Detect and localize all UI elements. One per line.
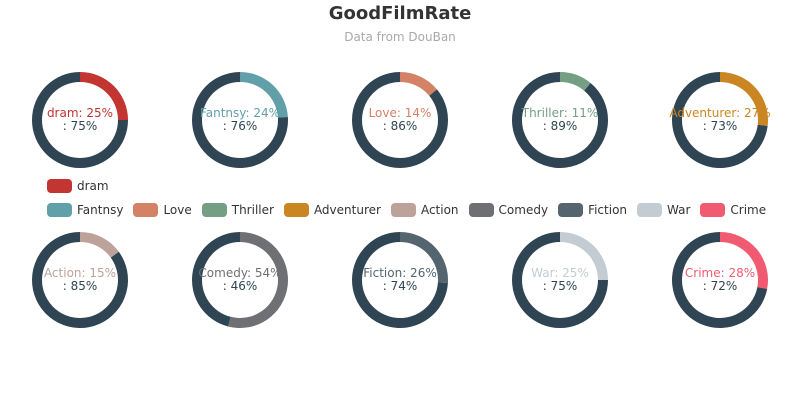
legend-label: Adventurer: [313, 203, 381, 217]
slice-comedy-remainder[interactable]: [191, 232, 240, 327]
slice-love[interactable]: [400, 72, 437, 96]
label-comedy-remainder: : 46%: [223, 279, 258, 293]
slice-adventurer[interactable]: [720, 72, 768, 127]
donut-love: Love: 14%: 86%: [352, 72, 448, 168]
label-action: Action: 15%: [44, 266, 116, 280]
legend-label: Thriller: [231, 203, 274, 217]
legend-item-dram[interactable]: dram: [47, 179, 109, 193]
label-crime-remainder: : 72%: [703, 279, 738, 293]
slice-action[interactable]: [80, 232, 119, 258]
legend-swatch: [201, 203, 227, 217]
slice-war[interactable]: [560, 232, 608, 280]
legend-item-adventurer[interactable]: Adventurer: [283, 203, 381, 217]
donut-dram: dram: 25%: 75%: [32, 72, 128, 168]
legend-label: Comedy: [498, 203, 549, 217]
label-thriller-remainder: : 89%: [543, 119, 578, 133]
legend-label: Action: [420, 203, 459, 217]
legend-label: War: [667, 203, 691, 217]
label-fantnsy-remainder: : 76%: [223, 119, 258, 133]
legend-label: Love: [163, 203, 192, 217]
donut-crime: Crime: 28%: 72%: [672, 231, 768, 328]
slice-comedy[interactable]: [228, 232, 288, 328]
legend-swatch: [283, 203, 309, 217]
label-thriller: Thriller: 11%: [521, 106, 599, 120]
legend-item-crime[interactable]: Crime: [700, 203, 766, 217]
slice-crime[interactable]: [720, 231, 768, 289]
label-action-remainder: : 85%: [63, 279, 98, 293]
label-dram-remainder: : 75%: [63, 119, 98, 133]
legend-label: Fiction: [588, 203, 628, 217]
legend-swatch: [47, 203, 72, 217]
legend-swatch: [637, 203, 663, 217]
label-war: War: 25%: [531, 266, 589, 280]
chart-subtitle: Data from DouBan: [344, 30, 456, 44]
legend-row-1: dram: [47, 179, 109, 193]
legend-item-war[interactable]: War: [637, 203, 690, 217]
legend-label: Fantnsy: [77, 203, 124, 217]
donut-fantnsy: Fantnsy: 24%: 76%: [192, 72, 288, 169]
label-war-remainder: : 75%: [543, 279, 578, 293]
legend-swatch: [558, 203, 584, 217]
slice-fiction[interactable]: [400, 232, 448, 284]
donut-war: War: 25%: 75%: [512, 232, 608, 328]
legend-swatch: [390, 203, 416, 217]
slice-fantnsy[interactable]: [240, 72, 288, 118]
label-fiction-remainder: : 74%: [383, 279, 418, 293]
legend-swatch: [700, 203, 726, 217]
legend-item-thriller[interactable]: Thriller: [201, 203, 274, 217]
legend-label: Crime: [730, 203, 767, 217]
label-adventurer: Adventurer: 27%: [669, 106, 770, 120]
legend-item-action[interactable]: Action: [390, 203, 459, 217]
donut-adventurer: Adventurer: 27%: 73%: [669, 72, 771, 169]
label-dram: dram: 25%: [47, 106, 113, 120]
label-fantnsy: Fantnsy: 24%: [200, 106, 280, 120]
donut-thriller: Thriller: 11%: 89%: [512, 72, 609, 168]
label-love: Love: 14%: [369, 106, 432, 120]
donut-fiction: Fiction: 26%: 74%: [351, 232, 448, 329]
label-adventurer-remainder: : 73%: [703, 119, 738, 133]
label-comedy: Comedy: 54%: [198, 266, 281, 280]
legend-item-comedy[interactable]: Comedy: [468, 203, 549, 217]
legend-item-love[interactable]: Love: [133, 203, 192, 217]
donut-action: Action: 15%: 85%: [31, 232, 128, 329]
legend-swatch: [47, 179, 72, 193]
label-love-remainder: : 86%: [383, 119, 418, 133]
chart-title: GoodFilmRate: [328, 3, 472, 24]
legend-swatch: [468, 203, 494, 217]
legend-item-fiction[interactable]: Fiction: [558, 203, 627, 217]
legend-label: dram: [77, 179, 109, 193]
label-fiction: Fiction: 26%: [363, 266, 436, 280]
donut-comedy: Comedy: 54%: 46%: [191, 232, 288, 328]
label-crime: Crime: 28%: [685, 266, 755, 280]
legend-item-fantnsy[interactable]: Fantnsy: [47, 203, 123, 217]
slice-thriller[interactable]: [560, 72, 591, 91]
legend-row-2: Fantnsy Love Thriller Adventurer Action Comed…: [47, 203, 766, 217]
legend-swatch: [133, 203, 159, 217]
slice-dram[interactable]: [80, 72, 128, 120]
